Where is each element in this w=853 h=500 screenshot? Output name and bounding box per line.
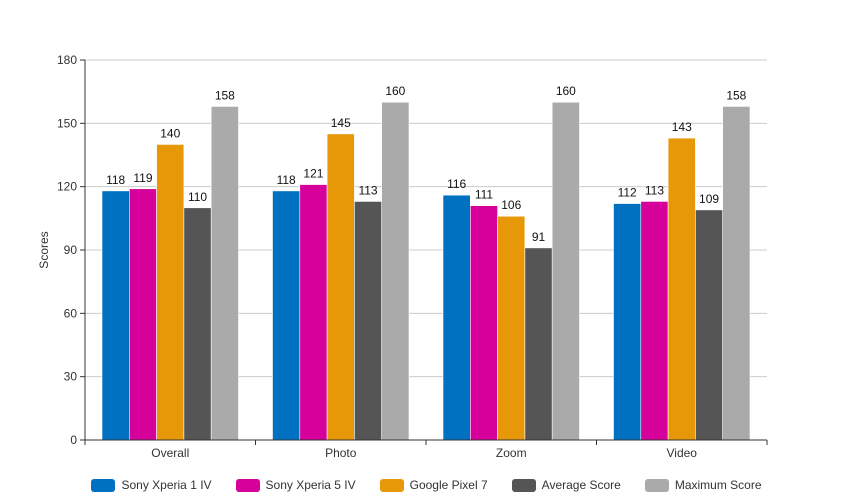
y-tick-label: 120 [57, 180, 77, 194]
data-label: 106 [501, 198, 521, 212]
data-label: 118 [106, 173, 125, 187]
y-tick-label: 180 [57, 53, 77, 67]
y-tick-label: 60 [64, 306, 78, 320]
legend-item[interactable]: Maximum Score [644, 478, 762, 492]
data-label: 118 [277, 173, 296, 187]
x-tick-label: Zoom [496, 446, 527, 460]
bar [640, 201, 669, 441]
bar [524, 247, 553, 441]
bar [101, 190, 130, 441]
legend-swatch [235, 478, 260, 492]
bar [551, 101, 580, 441]
data-label: 116 [447, 177, 466, 191]
bar [272, 190, 301, 441]
data-label: 160 [556, 84, 576, 98]
data-label: 113 [645, 183, 664, 197]
legend-item[interactable]: Average Score [511, 478, 621, 492]
bar [354, 201, 382, 441]
bar [183, 207, 212, 441]
data-label: 91 [532, 230, 546, 244]
bar [299, 184, 328, 441]
x-tick-label: Overall [151, 446, 189, 460]
legend-label: Google Pixel 7 [409, 478, 488, 492]
data-label: 145 [331, 116, 351, 130]
bar [497, 215, 526, 441]
data-label: 119 [133, 171, 152, 185]
y-tick-label: 30 [64, 370, 78, 384]
legend-label: Average Score [541, 478, 621, 492]
y-tick-label: 90 [64, 243, 78, 257]
data-label: 121 [303, 167, 323, 181]
data-label: 158 [215, 88, 235, 102]
x-tick-label: Video [667, 446, 698, 460]
bar [613, 203, 642, 441]
legend-label: Sony Xperia 1 IV [121, 478, 212, 492]
data-label: 109 [699, 192, 719, 206]
bar [381, 101, 410, 441]
data-label: 112 [618, 186, 637, 200]
legend-swatch [379, 478, 404, 492]
data-label: 158 [726, 88, 746, 102]
bar [667, 137, 696, 441]
data-label: 111 [475, 188, 494, 202]
data-label: 140 [160, 126, 180, 140]
legend-label: Maximum Score [674, 478, 762, 492]
bar [326, 133, 355, 441]
bar [695, 209, 724, 441]
bar [129, 188, 157, 441]
bar [722, 106, 751, 441]
bar [469, 205, 498, 441]
legend-swatch [511, 478, 536, 492]
bar [442, 194, 471, 441]
data-label: 160 [385, 84, 405, 98]
legend-item[interactable]: Sony Xperia 5 IV [235, 478, 356, 492]
y-tick-label: 0 [70, 433, 77, 447]
legend: Sony Xperia 1 IV Sony Xperia 5 IV Google P… [0, 478, 853, 492]
y-axis-label: Scores [37, 231, 51, 268]
data-label: 143 [672, 120, 692, 134]
legend-swatch [91, 478, 116, 492]
legend-item[interactable]: Google Pixel 7 [379, 478, 488, 492]
y-tick-label: 150 [57, 116, 77, 130]
legend-swatch [644, 478, 669, 492]
legend-label: Sony Xperia 5 IV [265, 478, 356, 492]
data-label: 110 [188, 190, 207, 204]
bar-chart: 0 30 60 90 120 150 180 Scores 118 119 140 110 158 Ove… [37, 53, 768, 460]
bar [210, 106, 239, 441]
bar [156, 144, 185, 441]
data-label: 113 [358, 183, 377, 197]
x-tick-label: Photo [325, 446, 357, 460]
legend-item[interactable]: Sony Xperia 1 IV [91, 478, 212, 492]
